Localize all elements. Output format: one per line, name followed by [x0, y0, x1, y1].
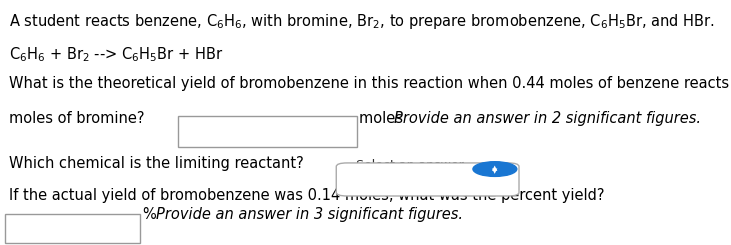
- Text: moles of bromine?: moles of bromine?: [9, 110, 144, 125]
- Text: $\mathregular{C_6H_6}$ + $\mathregular{Br_2}$ --> $\mathregular{C_6H_5Br}$ + HBr: $\mathregular{C_6H_6}$ + $\mathregular{B…: [9, 45, 223, 63]
- Circle shape: [473, 162, 517, 176]
- Text: moles: moles: [359, 110, 408, 125]
- Text: What is the theoretical yield of bromobenzene in this reaction when 0.44 moles o: What is the theoretical yield of bromobe…: [9, 76, 731, 91]
- Text: Which chemical is the limiting reactant?: Which chemical is the limiting reactant?: [9, 156, 303, 171]
- Text: ▲: ▲: [492, 165, 498, 171]
- Text: Select an answer: Select an answer: [356, 159, 463, 172]
- Text: A student reacts benzene, $\mathregular{C_6H_6}$, with bromine, $\mathregular{Br: A student reacts benzene, $\mathregular{…: [9, 12, 715, 31]
- FancyBboxPatch shape: [5, 214, 140, 243]
- Text: If the actual yield of bromobenzene was 0.14 moles, what was the percent yield?: If the actual yield of bromobenzene was …: [9, 188, 605, 203]
- FancyBboxPatch shape: [178, 116, 357, 147]
- FancyBboxPatch shape: [336, 163, 519, 196]
- Text: Provide an answer in 3 significant figures.: Provide an answer in 3 significant figur…: [156, 207, 463, 222]
- Text: %: %: [143, 207, 161, 222]
- Text: ▼: ▼: [492, 169, 498, 174]
- Text: Provide an answer in 2 significant figures.: Provide an answer in 2 significant figur…: [394, 110, 701, 125]
